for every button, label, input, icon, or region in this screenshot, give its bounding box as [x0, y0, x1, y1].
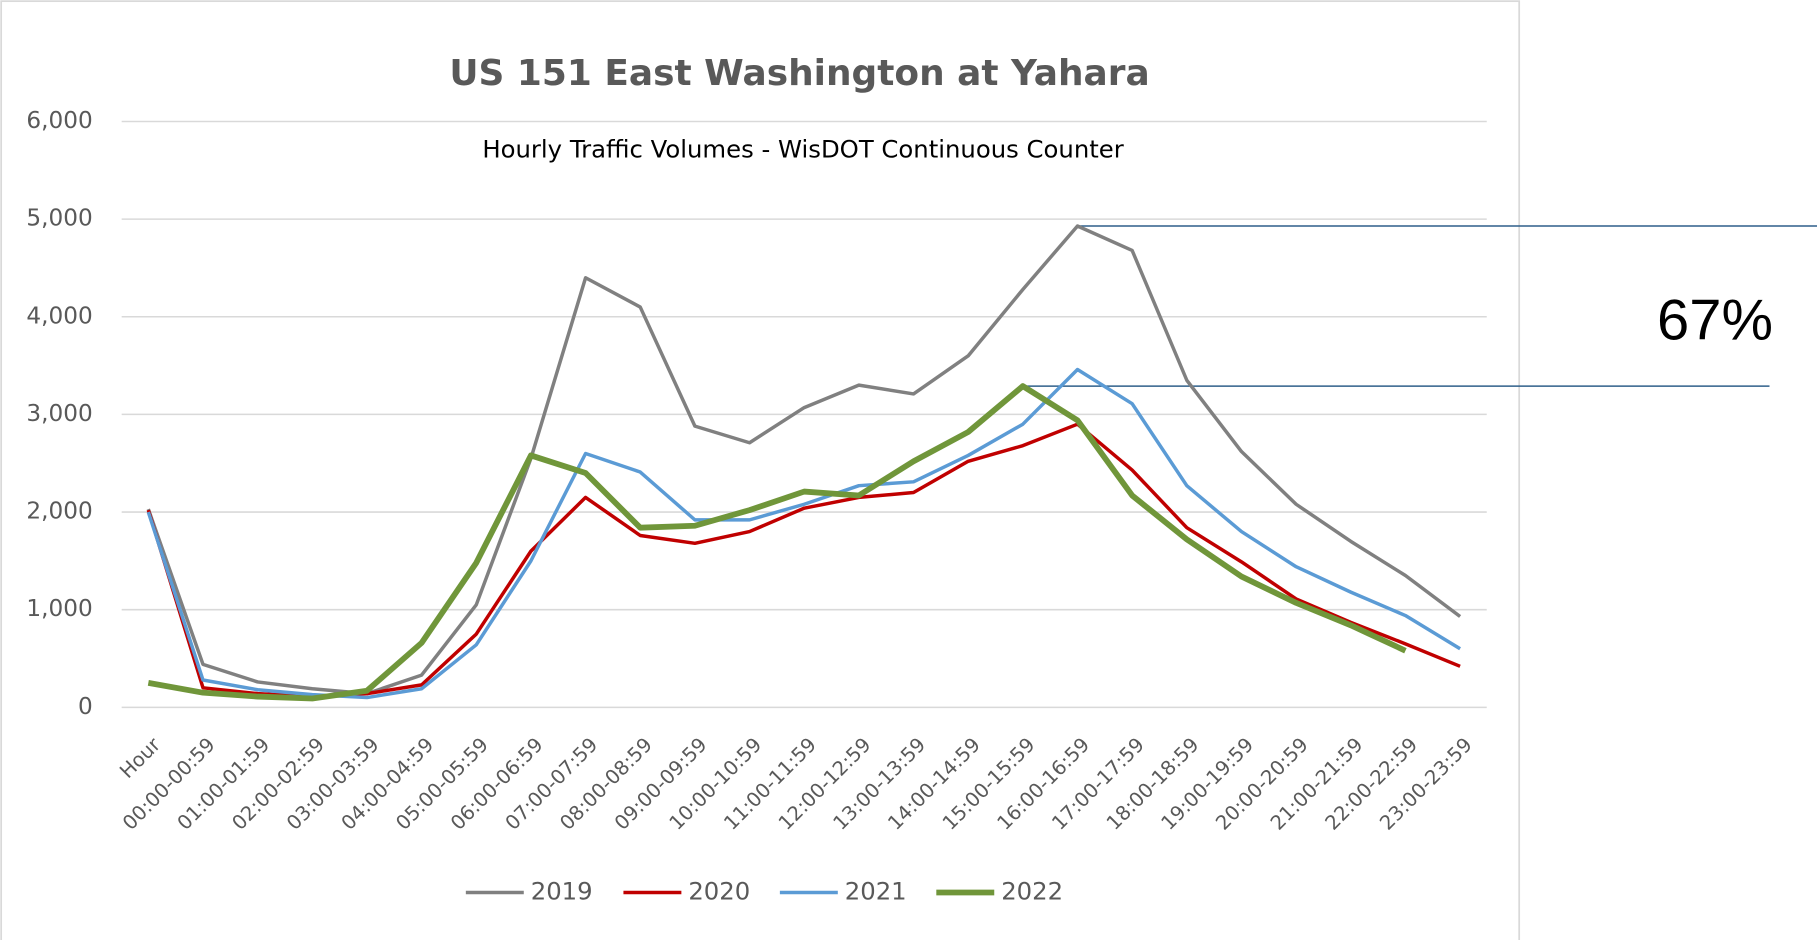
legend-label: 2020 [688, 877, 750, 906]
series-line [146, 422, 1461, 699]
y-tick-label: 2,000 [26, 499, 92, 525]
y-tick-label: 3,000 [26, 401, 92, 427]
annotation: 67% [1657, 288, 1773, 352]
legend-label: 2019 [531, 877, 593, 906]
series-line [147, 383, 1407, 702]
legend-label: 2022 [1001, 877, 1063, 906]
y-tick-label: 0 [78, 694, 93, 720]
legend-label: 2021 [845, 877, 907, 906]
series-line [146, 367, 1461, 700]
chart-frame [0, 0, 1521, 940]
y-tick-label: 4,000 [26, 303, 92, 329]
chart-title: US 151 East Washington at Yahara [449, 53, 1149, 94]
y-tick-label: 1,000 [26, 596, 92, 622]
y-tick-label: 5,000 [26, 206, 92, 232]
chart-subtitle: Hourly Traffic Volumes - WisDOT Continuo… [482, 135, 1123, 164]
y-tick-label: 6,000 [26, 108, 92, 134]
